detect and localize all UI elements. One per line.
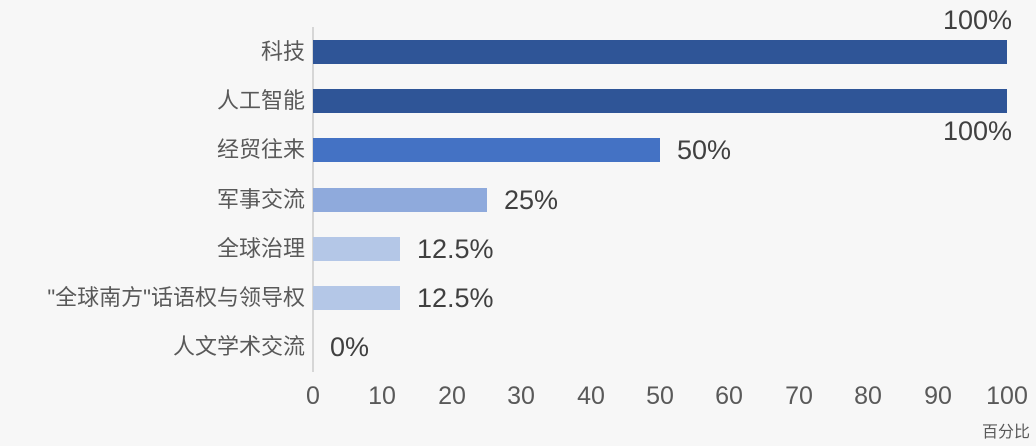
x-axis-tick-label: 20 [438,382,466,410]
bar [313,40,1007,64]
value-label: 12.5% [417,283,494,313]
category-label: 全球治理 [216,236,305,261]
x-axis-label: 百分比 [981,424,1030,441]
x-axis-tick-label: 50 [646,382,674,410]
bar [313,138,660,162]
x-axis-tick-label: 60 [715,382,743,410]
category-label: "全球南方"话语权与领导权 [47,285,305,310]
category-label: 科技 [260,39,305,64]
category-label: 人工智能 [216,88,305,113]
x-axis-tick-label: 40 [577,382,605,410]
x-axis-tick-label: 90 [924,382,952,410]
value-label: 100% [942,5,1012,35]
value-label: 100% [942,116,1012,146]
category-label: 军事交流 [216,187,305,212]
category-label: 人文学术交流 [172,334,305,359]
x-axis-tick-label: 100 [986,382,1028,410]
x-axis-tick-label: 30 [507,382,535,410]
value-label: 25% [504,185,559,215]
x-axis-tick-label: 80 [854,382,882,410]
value-label: 0% [330,332,370,362]
x-axis-tick-label: 70 [785,382,813,410]
value-label: 50% [677,135,732,165]
value-label: 12.5% [417,234,494,264]
bar [313,237,400,261]
bar [313,286,400,310]
bar [313,188,487,212]
bar [313,89,1007,113]
x-axis-tick-label: 0 [306,382,320,410]
category-label: 经贸往来 [216,137,305,162]
x-axis-tick-label: 10 [368,382,396,410]
